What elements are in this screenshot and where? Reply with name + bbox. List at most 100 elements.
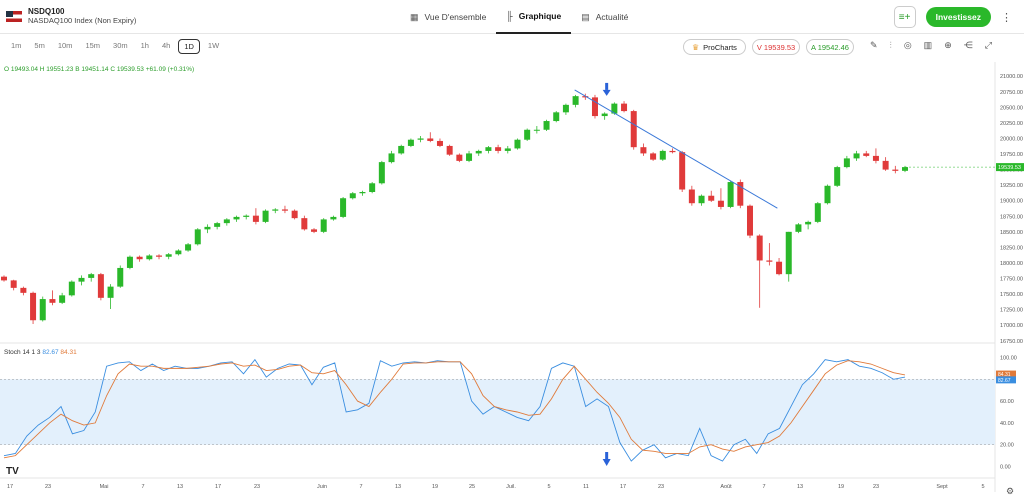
open-value: O 19493.04: [4, 66, 38, 73]
chart-toolbar: 1m 5m 10m 15m 30m 1h 4h 1D 1W ♛ ProCharts V 19539…: [0, 36, 1024, 56]
candle-body: [659, 150, 666, 160]
trend-line: [574, 89, 778, 209]
invest-button[interactable]: Investissez: [925, 7, 991, 27]
sell-price-button[interactable]: V 19539.53: [752, 39, 800, 55]
price-chart[interactable]: 21000.00 20750.00 20500.00 20250.00 20000.00…: [0, 62, 1024, 501]
candle-body: [727, 182, 734, 207]
candle-body: [20, 287, 27, 293]
time-tick: 19: [838, 484, 844, 490]
candle-body: [243, 215, 250, 217]
candles-icon: ╟: [506, 11, 513, 21]
bars-icon[interactable]: ▥: [923, 40, 933, 50]
buy-price-button[interactable]: A 19542.46: [806, 39, 854, 55]
stoch-tick: 40.00: [1000, 421, 1014, 427]
candle-body: [214, 223, 221, 227]
timeframe-1h[interactable]: 1h: [140, 41, 149, 50]
time-tick: 7: [141, 484, 144, 490]
candle-body: [204, 226, 211, 230]
chart-type-icon[interactable]: ⫶: [889, 40, 892, 50]
time-tick: 11: [583, 484, 589, 490]
stoch-tag-bg: [996, 370, 1016, 378]
candle-body: [805, 221, 812, 225]
price-tick: 18750.00: [1000, 214, 1023, 220]
stoch-tick: 100.00: [1000, 355, 1017, 361]
candle-body: [902, 167, 908, 171]
candle-body: [475, 150, 482, 154]
candle-body: [533, 129, 540, 131]
timeframe-4h[interactable]: 4h: [161, 41, 171, 50]
price-tick: 20000.00: [1000, 136, 1023, 142]
candle-body: [456, 154, 463, 161]
candle-body: [320, 219, 327, 232]
candle-body: [466, 153, 473, 161]
price-tick: 19750.00: [1000, 152, 1023, 158]
candle-body: [223, 219, 230, 224]
candle-body: [165, 254, 172, 257]
more-icon[interactable]: ⋮: [1001, 11, 1012, 24]
price-tick: 20750.00: [1000, 90, 1023, 96]
tab-chart[interactable]: ╟ Graphique: [496, 0, 572, 34]
time-tick: 23: [254, 484, 260, 490]
stoch-label: Stoch 14 1 3 82.67 84.31: [4, 349, 77, 356]
share-icon[interactable]: ⋲: [963, 40, 973, 50]
time-tick: 5: [981, 484, 984, 490]
time-tick: 23: [658, 484, 664, 490]
candle-body: [514, 139, 521, 149]
timeframe-15m[interactable]: 15m: [85, 41, 101, 50]
stoch-tag-bg: [996, 376, 1016, 384]
procharts-button[interactable]: ♛ ProCharts: [683, 39, 746, 55]
candle-body: [679, 152, 686, 190]
draw-icon[interactable]: ✎: [870, 40, 878, 50]
candle-body: [776, 261, 783, 275]
timeframe-5m[interactable]: 5m: [34, 41, 45, 50]
candle-body: [126, 256, 133, 268]
time-tick: 13: [177, 484, 183, 490]
timeframe-1m[interactable]: 1m: [11, 41, 22, 50]
price-tick: 20250.00: [1000, 121, 1023, 127]
candle-body: [291, 210, 298, 219]
timeframe-1D[interactable]: 1D: [178, 39, 200, 54]
timeframe-30m[interactable]: 30m: [113, 41, 128, 50]
tab-overview[interactable]: ▦ Vue D'ensemble: [410, 11, 487, 23]
indicators-icon[interactable]: ◎: [903, 40, 912, 50]
candle-body: [378, 162, 385, 184]
timeframe-1W[interactable]: 1W: [207, 41, 220, 50]
candle-body: [872, 155, 879, 161]
price-tick: 17750.00: [1000, 277, 1023, 283]
symbol-name: NSDQ100: [28, 7, 65, 16]
stoch-tag: 84.31: [998, 372, 1011, 378]
candle-body: [708, 195, 715, 201]
news-icon: ▤: [581, 11, 590, 22]
candle-body: [814, 203, 821, 222]
tab-news[interactable]: ▤ Actualité: [581, 11, 629, 23]
candle-body: [446, 145, 453, 155]
price-tick: 18500.00: [1000, 230, 1023, 236]
low-value: B 19451.14: [75, 66, 109, 73]
timeframe-selector: 1m 5m 10m 15m 30m 1h 4h 1D 1W: [6, 39, 224, 54]
grid-icon: ▦: [410, 11, 419, 22]
candle-body: [669, 150, 676, 153]
candle-body: [340, 198, 347, 217]
candle-body: [1, 276, 7, 281]
candle-body: [485, 147, 492, 151]
time-tick: 17: [7, 484, 13, 490]
price-tick: 17250.00: [1000, 308, 1023, 314]
time-tick: Mai: [100, 484, 109, 490]
alert-icon[interactable]: ⊕: [944, 40, 952, 50]
fullscreen-icon[interactable]: ⤢: [984, 40, 992, 50]
watchlist-add-button[interactable]: ≡+: [893, 6, 916, 28]
gear-icon[interactable]: ⚙: [1006, 486, 1015, 496]
candle-body: [591, 97, 598, 117]
down-arrow-icon: [602, 89, 611, 96]
tradingview-logo: TV: [6, 466, 19, 477]
ohlc-readout: O 19493.04 H 19551.23 B 19451.14 C 19539…: [4, 66, 194, 73]
candle-body: [436, 140, 443, 146]
timeframe-10m[interactable]: 10m: [57, 41, 73, 50]
stoch-tag: 82.67: [998, 378, 1011, 384]
candle-body: [78, 277, 85, 282]
price-tick: 21000.00: [1000, 74, 1023, 80]
time-tick: Juin: [317, 484, 327, 490]
change-value: +61.09 (+0.31%): [145, 66, 195, 73]
candle-body: [582, 96, 589, 98]
symbol-block[interactable]: NSDQ100 NASDAQ100 Index (Non Expiry): [6, 7, 136, 25]
